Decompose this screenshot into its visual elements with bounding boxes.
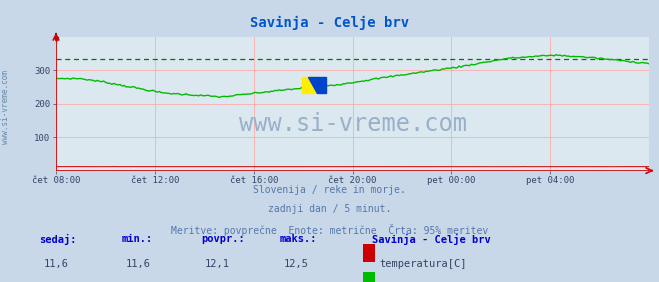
Text: www.si-vreme.com: www.si-vreme.com	[239, 112, 467, 136]
Text: povpr.:: povpr.:	[201, 234, 244, 244]
Text: Savinja - Celje brv: Savinja - Celje brv	[250, 16, 409, 30]
Text: www.si-vreme.com: www.si-vreme.com	[1, 70, 10, 144]
Text: zadnji dan / 5 minut.: zadnji dan / 5 minut.	[268, 204, 391, 214]
Text: temperatura[C]: temperatura[C]	[380, 259, 467, 269]
Text: 12,1: 12,1	[205, 259, 230, 269]
Text: Meritve: povprečne  Enote: metrične  Črta: 95% meritev: Meritve: povprečne Enote: metrične Črta:…	[171, 224, 488, 236]
Text: 11,6: 11,6	[126, 259, 151, 269]
Bar	[317, 77, 326, 93]
Text: min.:: min.:	[122, 234, 153, 244]
Text: 11,6: 11,6	[43, 259, 69, 269]
Text: Slovenija / reke in morje.: Slovenija / reke in morje.	[253, 185, 406, 195]
Text: 12,5: 12,5	[284, 259, 309, 269]
Polygon shape	[308, 77, 317, 93]
Bar	[302, 77, 317, 93]
Text: sedaj:: sedaj:	[40, 234, 77, 245]
Text: maks.:: maks.:	[280, 234, 318, 244]
Text: Savinja - Celje brv: Savinja - Celje brv	[372, 234, 491, 245]
